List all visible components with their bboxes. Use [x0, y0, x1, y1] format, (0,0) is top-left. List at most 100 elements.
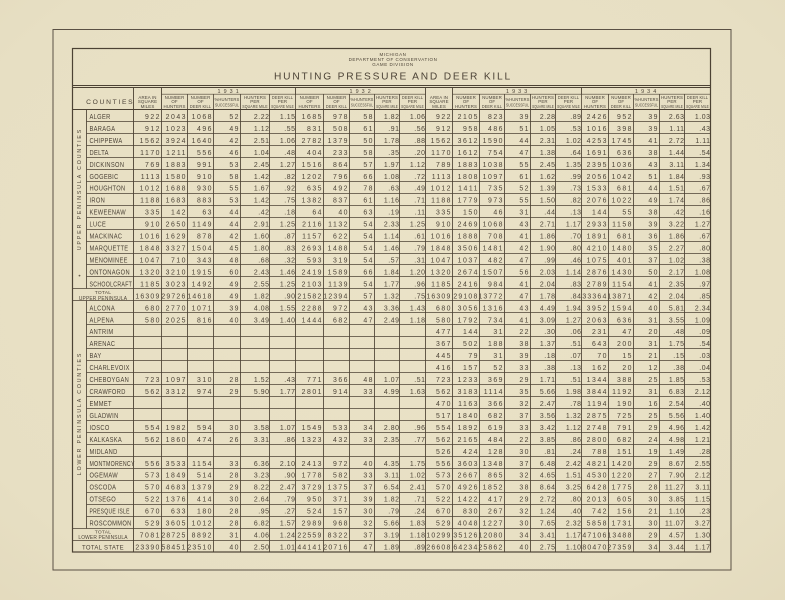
- svg-text:ALPENA: ALPENA: [90, 317, 115, 325]
- svg-text:47: 47: [519, 150, 530, 157]
- svg-text:1.14: 1.14: [384, 234, 400, 241]
- svg-text:2056: 2056: [587, 174, 608, 181]
- svg-text:1.62: 1.62: [540, 174, 556, 181]
- svg-text:3612: 3612: [458, 138, 479, 145]
- svg-text:EMMET: EMMET: [90, 401, 112, 409]
- svg-text:823: 823: [488, 114, 504, 121]
- svg-text:1685: 1685: [302, 114, 323, 121]
- svg-text:1.82: 1.82: [384, 497, 400, 504]
- svg-text:HUNTERS: HUNTERS: [455, 104, 477, 109]
- svg-text:1114: 1114: [484, 389, 504, 396]
- svg-text:157: 157: [333, 509, 349, 516]
- svg-text:8.64: 8.64: [540, 485, 556, 492]
- svg-text:3.36: 3.36: [384, 305, 400, 312]
- svg-text:41: 41: [648, 281, 659, 288]
- svg-text:.04: .04: [699, 365, 710, 372]
- svg-text:633: 633: [171, 509, 187, 516]
- svg-text:CHEBOYGAN: CHEBOYGAN: [90, 377, 130, 385]
- svg-text:52: 52: [519, 186, 530, 193]
- svg-text:580: 580: [436, 317, 452, 324]
- svg-text:1934: 1934: [635, 89, 659, 95]
- svg-text:DEER KILL: DEER KILL: [611, 104, 632, 109]
- svg-text:1430: 1430: [612, 269, 633, 276]
- svg-text:SUCCESSFUL: SUCCESSFUL: [506, 102, 530, 108]
- svg-text:54: 54: [363, 234, 374, 241]
- svg-text:NUMBER: NUMBER: [191, 95, 211, 100]
- svg-text:1792: 1792: [458, 317, 479, 324]
- svg-text:.57: .57: [388, 257, 399, 264]
- svg-text:1444: 1444: [302, 317, 323, 324]
- svg-text:482: 482: [488, 257, 504, 264]
- svg-text:914: 914: [333, 389, 349, 396]
- svg-text:.80: .80: [699, 246, 710, 253]
- svg-text:2.47: 2.47: [280, 485, 296, 492]
- svg-text:48: 48: [229, 257, 240, 264]
- svg-text:42: 42: [229, 138, 240, 145]
- svg-text:GAME DIVISION: GAME DIVISION: [372, 62, 413, 67]
- svg-text:51: 51: [648, 174, 659, 181]
- svg-text:486: 486: [488, 126, 504, 133]
- svg-text:1097: 1097: [483, 174, 504, 181]
- svg-text:2165: 2165: [458, 437, 479, 444]
- svg-text:11.27: 11.27: [665, 485, 684, 492]
- svg-text:34: 34: [648, 545, 659, 552]
- svg-text:.82: .82: [284, 174, 295, 181]
- svg-text:40: 40: [648, 305, 659, 312]
- svg-text:991: 991: [197, 162, 213, 169]
- svg-text:.27: .27: [284, 509, 295, 516]
- svg-text:PER: PER: [667, 99, 676, 104]
- svg-text:HUNTERS: HUNTERS: [584, 104, 606, 109]
- svg-text:128: 128: [488, 449, 504, 456]
- svg-text:2876: 2876: [587, 269, 608, 276]
- svg-text:.40: .40: [570, 509, 581, 516]
- svg-text:NUMBER: NUMBER: [611, 95, 631, 100]
- svg-text:2.03: 2.03: [540, 269, 556, 276]
- svg-text:619: 619: [488, 425, 504, 432]
- svg-text:AREA IN: AREA IN: [430, 95, 448, 100]
- svg-text:MICHIGAN: MICHIGAN: [380, 52, 407, 57]
- svg-text:50: 50: [363, 138, 374, 145]
- svg-text:2469: 2469: [458, 222, 479, 229]
- svg-text:.51: .51: [414, 377, 425, 384]
- svg-text:7.90: 7.90: [669, 473, 685, 480]
- svg-text:1.21: 1.21: [695, 437, 711, 444]
- svg-text:636: 636: [617, 150, 633, 157]
- svg-text:.99: .99: [570, 174, 581, 181]
- svg-text:188: 188: [488, 341, 504, 348]
- svg-text:1932: 1932: [349, 89, 373, 95]
- svg-text:1012: 1012: [140, 186, 161, 193]
- svg-text:.97: .97: [699, 281, 710, 288]
- svg-text:2.31: 2.31: [540, 138, 556, 145]
- svg-text:28: 28: [648, 485, 659, 492]
- svg-text:44: 44: [229, 222, 240, 229]
- svg-text:1.51: 1.51: [669, 186, 685, 193]
- svg-text:1.46: 1.46: [280, 269, 296, 276]
- svg-text:.51: .51: [570, 377, 581, 384]
- svg-text:AREA IN: AREA IN: [138, 95, 156, 100]
- svg-text:1170: 1170: [431, 150, 452, 157]
- svg-text:LUCE: LUCE: [90, 221, 107, 229]
- svg-text:1163: 1163: [458, 401, 479, 408]
- svg-text:49: 49: [229, 281, 240, 288]
- svg-text:1.67: 1.67: [254, 186, 270, 193]
- svg-text:ALGER: ALGER: [90, 113, 111, 121]
- svg-text:OF: OF: [592, 99, 599, 104]
- svg-text:DEER KILL: DEER KILL: [482, 104, 503, 109]
- svg-text:1.44: 1.44: [669, 150, 685, 157]
- svg-text:912: 912: [145, 126, 161, 133]
- svg-text:.80: .80: [570, 246, 581, 253]
- svg-text:35: 35: [519, 389, 530, 396]
- svg-text:1.75: 1.75: [410, 461, 426, 468]
- svg-text:1.02: 1.02: [669, 257, 685, 264]
- svg-text:635: 635: [307, 186, 323, 193]
- svg-text:22: 22: [519, 329, 530, 336]
- svg-text:21: 21: [648, 509, 659, 516]
- svg-text:2.71: 2.71: [540, 222, 556, 229]
- svg-text:.09: .09: [699, 329, 710, 336]
- svg-text:43: 43: [363, 305, 374, 312]
- svg-text:52: 52: [229, 114, 240, 121]
- svg-text:4.98: 4.98: [669, 437, 685, 444]
- svg-text:1.42: 1.42: [695, 425, 711, 432]
- svg-text:30: 30: [648, 497, 659, 504]
- svg-text:31: 31: [648, 341, 659, 348]
